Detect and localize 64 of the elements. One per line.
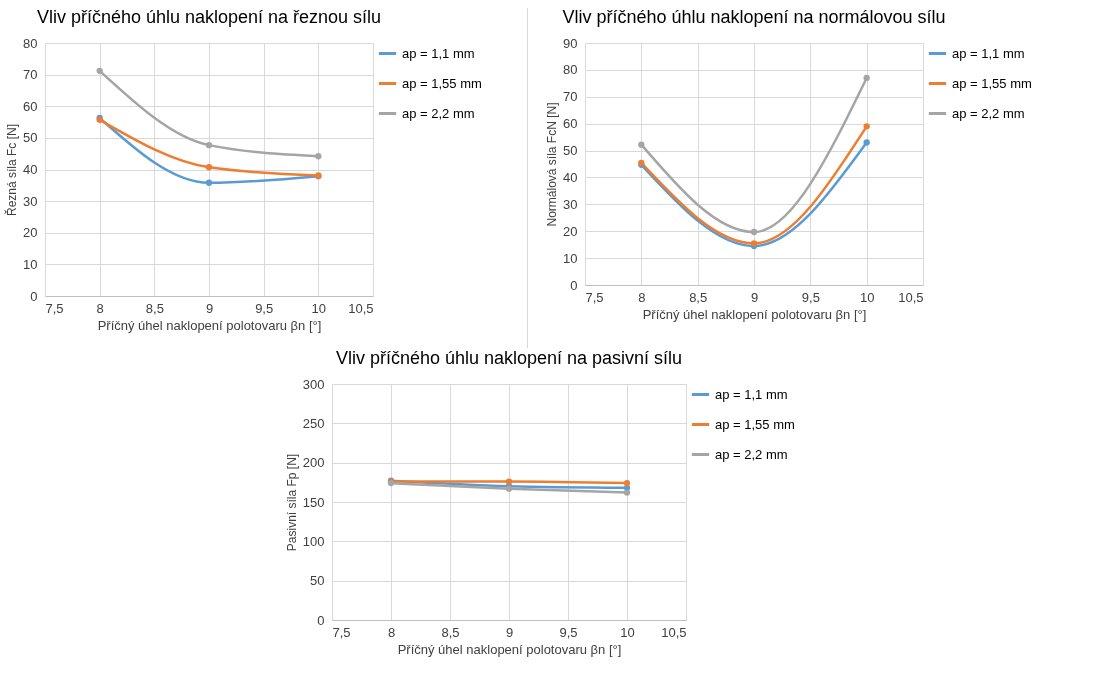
x-tick-label: 8	[638, 289, 646, 305]
legend-label: ap = 1,55 mm	[402, 75, 482, 91]
legend-label: ap = 1,1 mm	[715, 386, 788, 402]
y-tick-label: 50	[310, 573, 325, 589]
y-tick-label: 30	[23, 193, 38, 209]
y-tick-label: 50	[23, 130, 38, 146]
x-tick-label: 7,5	[332, 624, 351, 640]
y-tick-label: 10	[563, 250, 578, 266]
legend-label: ap = 1,1 mm	[402, 45, 475, 61]
x-axis-title: Příčný úhel naklopení polotovaru βn [°]	[397, 641, 622, 657]
legend-label: ap = 1,55 mm	[952, 75, 1032, 91]
y-tick-label: 20	[23, 225, 38, 241]
x-tick-label: 10,5	[898, 289, 924, 305]
legend-label: ap = 2,2 mm	[952, 105, 1025, 121]
x-tick-label: 10	[620, 624, 635, 640]
y-axis-title: Pasivní síla Fp [N]	[284, 453, 299, 552]
y-tick-label: 70	[563, 89, 578, 105]
y-tick-label: 0	[570, 277, 578, 293]
x-tick-label: 7,5	[45, 300, 64, 316]
y-tick-label: 30	[563, 196, 578, 212]
x-axis-title: Příčný úhel naklopení polotovaru βn [°]	[97, 317, 322, 333]
x-tick-label: 10	[859, 289, 875, 305]
y-tick-label: 300	[302, 376, 325, 392]
y-tick-label: 40	[23, 162, 38, 177]
x-tick-label: 8	[387, 624, 396, 640]
x-tick-label: 9	[750, 289, 759, 305]
legend-label: ap = 1,1 mm	[952, 45, 1025, 61]
y-tick-label: 70	[23, 67, 38, 83]
y-tick-label: 80	[563, 62, 578, 78]
y-tick-label: 0	[317, 612, 325, 628]
y-tick-label: 150	[302, 494, 325, 510]
x-tick-label: 9	[505, 624, 514, 640]
x-tick-label: 8	[96, 300, 104, 316]
y-tick-label: 250	[302, 415, 325, 431]
y-tick-label: 40	[563, 169, 578, 185]
chart-title: Vliv příčného úhlu naklopení na pasivní sílu	[335, 348, 683, 368]
x-tick-label: 9	[205, 300, 214, 316]
x-axis-title: Příčný úhel naklopení polotovaru βn [°]	[642, 306, 867, 322]
y-tick-label: 90	[563, 35, 578, 51]
x-tick-label: 8,5	[689, 289, 708, 305]
x-tick-label: 10,5	[661, 624, 687, 640]
y-tick-label: 20	[563, 223, 578, 239]
chart-title: Vliv příčného úhlu naklopení na řeznou sílu	[36, 7, 382, 27]
legend-label: ap = 1,55 mm	[715, 416, 795, 432]
y-axis-title: Řezná síla Fc [N]	[4, 123, 20, 217]
y-tick-label: 200	[302, 455, 325, 471]
x-tick-label: 10,5	[348, 300, 374, 316]
y-axis-title: Normálová síla FcN [N]	[545, 102, 560, 227]
y-tick-label: 100	[302, 533, 325, 549]
y-tick-label: 10	[23, 256, 38, 272]
legend-label: ap = 2,2 mm	[715, 446, 788, 462]
x-tick-label: 7,5	[585, 289, 604, 305]
x-tick-label: 9,5	[559, 624, 578, 640]
x-tick-label: 8,5	[145, 300, 164, 316]
x-tick-label: 8,5	[441, 624, 460, 640]
legend-label: ap = 2,2 mm	[402, 105, 475, 121]
chart-title: Vliv příčného úhlu naklopení na normálovou sílu	[562, 7, 946, 27]
x-tick-label: 9,5	[255, 300, 274, 316]
y-tick-label: 80	[23, 35, 38, 51]
x-tick-label: 9,5	[801, 289, 820, 305]
y-tick-label: 50	[563, 143, 578, 159]
y-tick-label: 60	[23, 98, 38, 114]
y-tick-label: 0	[30, 288, 38, 304]
y-tick-label: 60	[563, 116, 578, 132]
